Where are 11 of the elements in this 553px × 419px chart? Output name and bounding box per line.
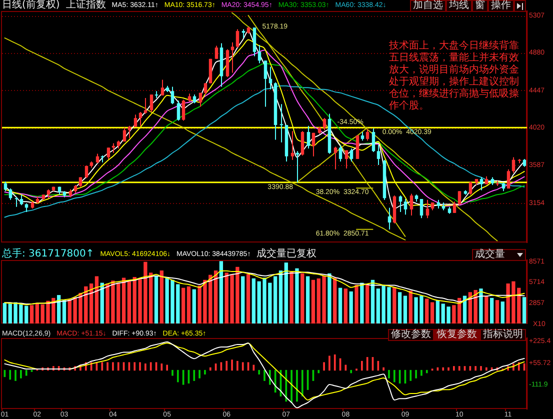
toolbar-button: 加自选 [410, 0, 446, 12]
series-label: 总手: 361717800↑ [1, 248, 94, 260]
annotation: 技术面上，大盘今日继续背靠五日线震荡，量能上并未有效放大，说明目前场内场外资金处于观望期，操作上建议控制仓位，继续进行高抛与低吸操作个股。 [388, 40, 519, 112]
toolbar-button: 均线 [446, 0, 472, 12]
annotation: 成交量已复权 [256, 248, 317, 260]
annotation: 成交量 [475, 249, 505, 260]
tab-button: 指标说明 [480, 329, 526, 341]
tab-button: 修改参数 [388, 329, 434, 341]
toolbar-button: 操作 [488, 0, 514, 12]
tab-button: 恢复参数 [434, 329, 480, 341]
dropdown-button: 成交量 [472, 249, 526, 261]
